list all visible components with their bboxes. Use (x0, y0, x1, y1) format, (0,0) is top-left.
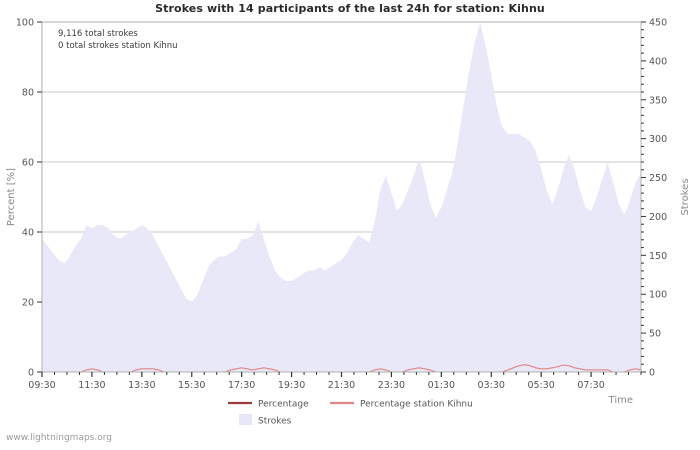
axis-labels-group: Percent [%] Strokes Time (6, 168, 691, 406)
y2-axis-tick-label: 100 (649, 290, 667, 301)
y-axis-tick-label: 60 (22, 158, 34, 169)
strokes-area-group (42, 22, 641, 372)
strokes-area (42, 22, 641, 372)
x-axis-tick-label: 05:30 (527, 380, 554, 391)
legend-swatch-strokes (239, 414, 252, 425)
y2-axis-tick-label: 300 (649, 134, 667, 145)
y2-axis-tick-label: 400 (649, 56, 667, 67)
legend-label-percentage-station: Percentage station Kihnu (360, 400, 473, 410)
x-axis-tick-label: 09:30 (28, 380, 55, 391)
x-axis-tick-label: 13:30 (128, 380, 155, 391)
legend-label-percentage: Percentage (258, 400, 309, 410)
y-axis-tick-label: 80 (22, 88, 34, 99)
y2-axis-tick-label: 200 (649, 212, 667, 223)
annotation-total-strokes: 9,116 total strokes (58, 29, 138, 39)
x-axis-tick-label: 21:30 (328, 380, 355, 391)
axis-ticks-group: 0 20 40 60 80 100 0 50 100 150 200 250 300 350 400 450 0… (16, 18, 667, 392)
x-axis-tick-label: 23:30 (378, 380, 405, 391)
x-axis-tick-label: 03:30 (478, 380, 505, 391)
x-axis-tick-label: 01:30 (428, 380, 455, 391)
y-axis-tick-label: 0 (28, 368, 34, 379)
x-axis-tick-label: 19:30 (278, 380, 305, 391)
annotations-group: 9,116 total strokes 0 total strokes stati… (58, 29, 178, 51)
y2-axis-title: Strokes (680, 178, 691, 215)
x-axis-tick-label: 17:30 (228, 380, 255, 391)
x-axis-tick-label: 15:30 (178, 380, 205, 391)
y-axis-title: Percent [%] (6, 168, 17, 226)
x-axis-title: Time (608, 395, 633, 406)
legend-group: Percentage Percentage station Kihnu Stroke… (228, 400, 473, 427)
y2-axis-tick-label: 0 (649, 368, 655, 379)
legend-label-strokes: Strokes (258, 417, 292, 427)
annotation-total-strokes-station: 0 total strokes station Kihnu (58, 41, 178, 51)
y2-axis-tick-label: 150 (649, 251, 667, 262)
watermark: www.lightningmaps.org (6, 433, 112, 443)
y2-axis-tick-label: 250 (649, 173, 667, 184)
y-axis-tick-label: 40 (22, 228, 34, 239)
y2-axis-tick-label: 350 (649, 95, 667, 106)
y2-axis-tick-label: 450 (649, 18, 667, 29)
chart-title: Strokes with 14 participants of the last… (155, 2, 545, 15)
y2-axis-tick-label: 50 (649, 329, 661, 340)
y-axis-tick-label: 20 (22, 298, 34, 309)
x-axis-tick-label: 07:30 (577, 380, 604, 391)
x-axis-tick-label: 11:30 (78, 380, 105, 391)
y-axis-tick-label: 100 (16, 18, 34, 29)
